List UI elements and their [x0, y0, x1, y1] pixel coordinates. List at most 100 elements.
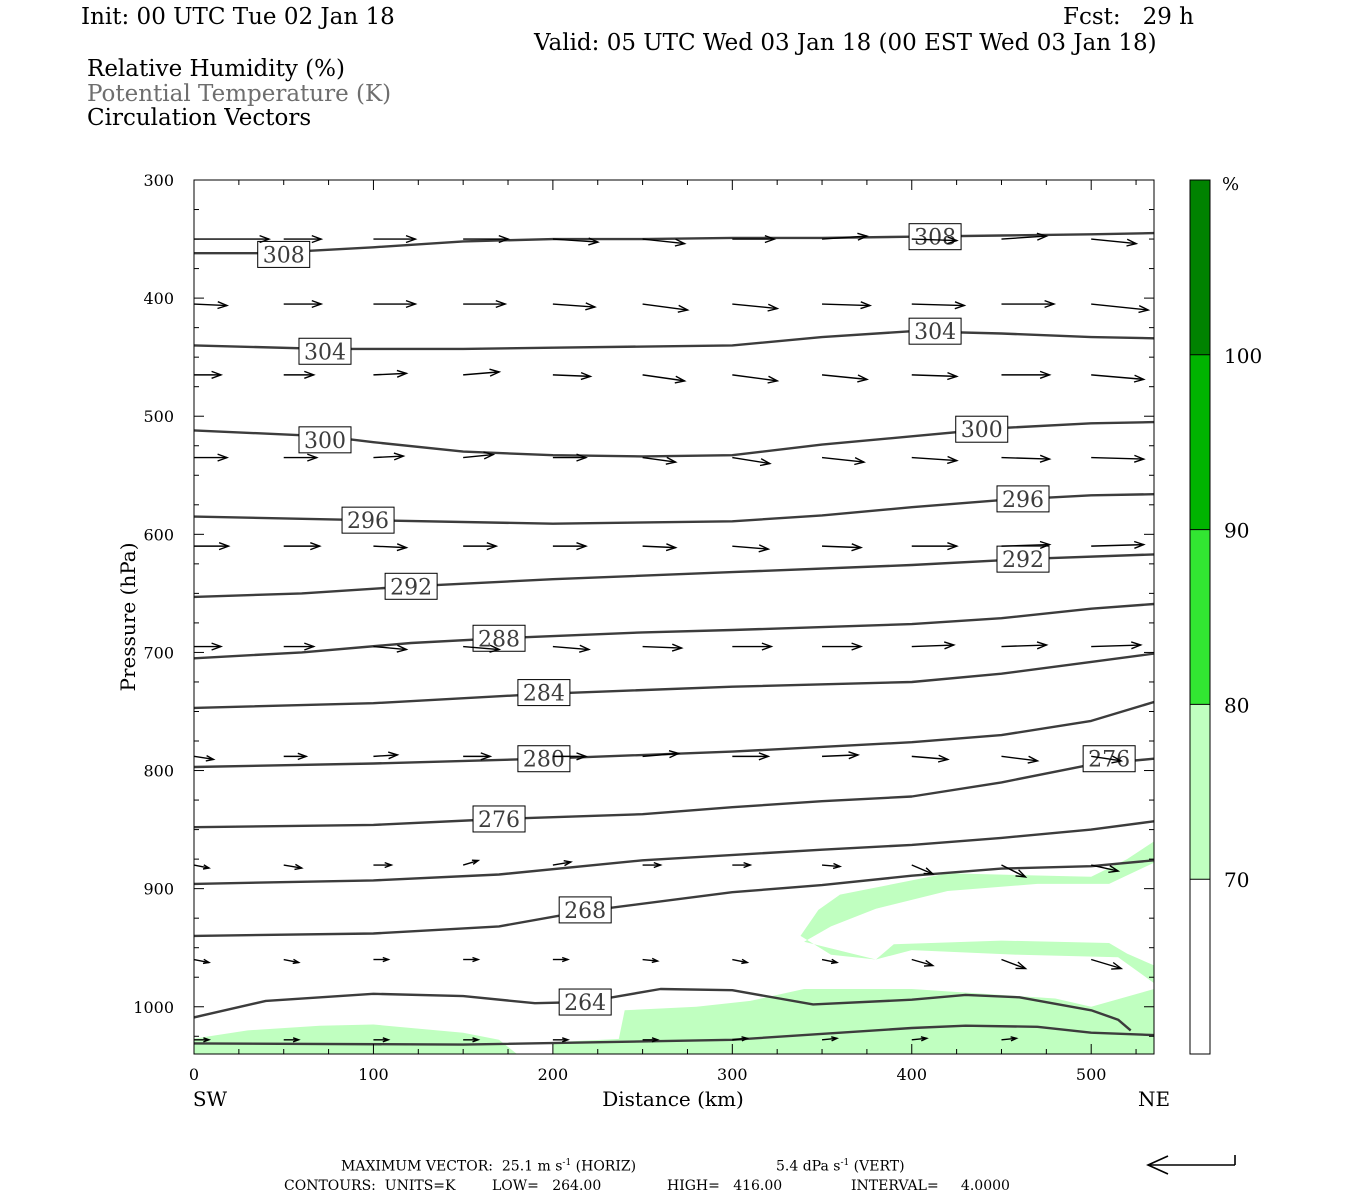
circulation-vector: [1091, 238, 1139, 247]
colorbar-segment: [1190, 879, 1210, 1054]
vector-shaft: [732, 303, 778, 310]
vector-head: [211, 370, 224, 379]
theta-contour-308: [194, 231, 1154, 255]
vector-head: [588, 237, 600, 246]
vector-shaft: [911, 958, 933, 967]
circulation-vector: [732, 456, 772, 467]
colorbar-level-label: 90: [1224, 519, 1249, 543]
vector-head: [471, 859, 481, 865]
vector-head: [202, 864, 211, 870]
vector-head: [205, 754, 216, 762]
circulation-vector: [194, 370, 224, 379]
vector-shaft: [642, 303, 688, 311]
vector-head: [1036, 641, 1049, 650]
vector-shaft: [1091, 238, 1137, 245]
circulation-vector: [552, 752, 588, 761]
vector-shaft: [642, 456, 676, 463]
vector-head: [1138, 304, 1151, 314]
vector-head: [311, 299, 324, 309]
vector-head: [310, 542, 322, 551]
colorbar-level-label: 100: [1224, 344, 1262, 368]
circulation-vector: [821, 456, 866, 466]
y-tick-label: 400: [143, 289, 174, 308]
y-tick-label: 500: [143, 407, 174, 426]
vector-head: [396, 543, 409, 552]
circulation-vector: [552, 302, 597, 311]
vector-shaft: [732, 1037, 748, 1041]
field-title-vectors: Circulation Vectors: [87, 105, 312, 131]
vector-shaft: [463, 371, 500, 376]
contour-label-box: [257, 240, 311, 268]
vector-shaft: [463, 645, 500, 651]
vector-head: [396, 369, 409, 378]
circulation-vector: [642, 303, 690, 313]
circulation-vector: [1091, 303, 1151, 314]
vector-shaft: [642, 238, 685, 245]
init-time: Init: 00 UTC Tue 02 Jan 18: [81, 4, 395, 30]
circulation-vector: [283, 370, 316, 379]
circulation-vector: [552, 542, 588, 551]
vert-vector-line: 5.4 dPa s-1 (VERT): [776, 1159, 905, 1174]
vector-shaft: [732, 456, 770, 465]
theta-contour-280: [194, 700, 1154, 769]
vector-head: [304, 642, 316, 651]
contours-low: LOW= 264.00: [492, 1178, 602, 1194]
vector-head: [1015, 961, 1028, 970]
colorbar-segment: [1190, 529, 1210, 705]
circulation-vector: [822, 642, 864, 651]
contour-label: 264: [564, 991, 606, 1016]
vector-head: [758, 752, 771, 761]
vector-shaft: [642, 374, 685, 382]
vector-shaft: [1091, 374, 1144, 381]
vector-head: [832, 862, 843, 870]
circulation-vector: [1001, 540, 1052, 550]
vector-shaft: [642, 752, 679, 758]
circulation-vector: [463, 956, 481, 963]
circulation-vector: [373, 644, 409, 653]
circulation-vector: [193, 754, 216, 762]
contour-label: 276: [478, 808, 520, 833]
vector-shaft: [552, 238, 598, 243]
vector-head: [211, 642, 224, 651]
contour-label-box: [996, 545, 1050, 573]
circulation-vector: [642, 750, 681, 759]
contour-label-box: [472, 624, 526, 652]
circulation-vector: [463, 234, 511, 244]
vector-head: [294, 863, 304, 871]
circulation-vector: [194, 642, 224, 651]
vector-shaft: [373, 754, 398, 758]
vector-head: [923, 867, 935, 875]
vector-head: [665, 456, 678, 465]
circulation-vector: [1001, 864, 1028, 878]
vector-head: [382, 1037, 391, 1043]
contour-label-box: [298, 426, 352, 454]
vector-shaft: [1091, 644, 1141, 648]
axes-layer: 300 400 500 600 700 800 900 1000 0 100 200 300 400 50…: [116, 171, 1170, 1111]
vector-head: [563, 860, 573, 867]
colorbar-segment: [1190, 354, 1210, 530]
circulation-vector: [283, 1037, 301, 1043]
contour-label: 304: [914, 320, 956, 345]
vector-head: [1039, 370, 1052, 379]
circulation-vector: [911, 371, 959, 381]
vector-head: [202, 958, 211, 965]
circulation-vector: [1001, 454, 1052, 463]
vector-head: [1133, 540, 1146, 549]
circulation-vector: [283, 234, 324, 244]
vector-shaft: [911, 374, 957, 378]
vector-head: [759, 458, 772, 467]
vector-shaft: [1001, 456, 1050, 460]
circulation-vector: [732, 374, 780, 384]
vector-head: [1111, 755, 1124, 764]
vector-shaft: [911, 456, 957, 462]
circulation-vector: [1001, 958, 1028, 970]
vector-shaft: [552, 374, 591, 378]
vector-shaft: [911, 238, 957, 242]
circulation-vector: [732, 861, 753, 869]
circulation-vector: [283, 542, 322, 551]
contour-label: 308: [263, 243, 305, 268]
vector-shaft: [732, 958, 748, 964]
vector-head: [741, 1036, 750, 1042]
contour-label: 292: [1002, 548, 1044, 573]
y-tick-label: 900: [143, 880, 174, 899]
